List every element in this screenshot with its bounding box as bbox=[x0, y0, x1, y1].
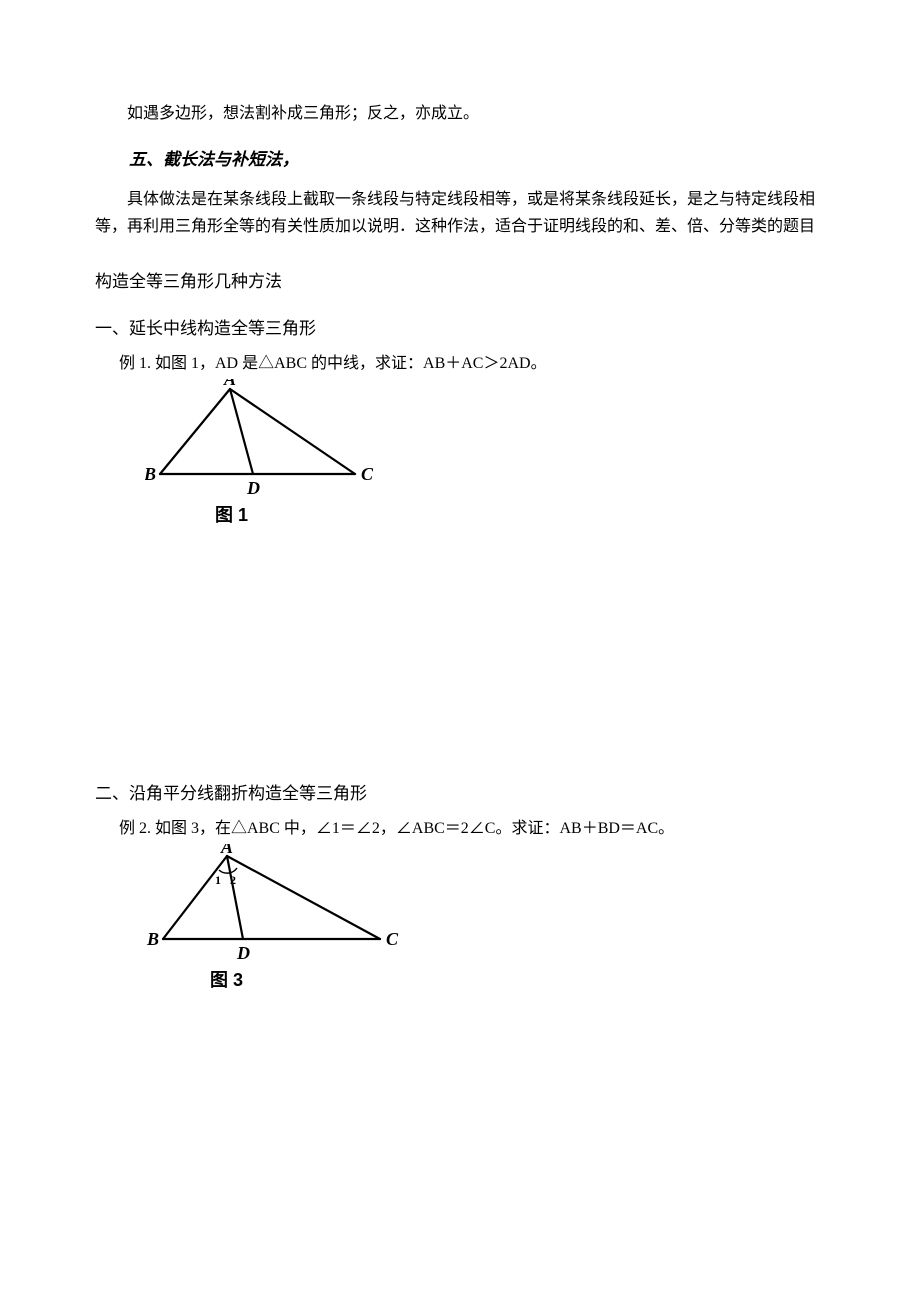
svg-text:1: 1 bbox=[215, 873, 221, 887]
svg-text:D: D bbox=[246, 478, 260, 498]
svg-text:2: 2 bbox=[230, 873, 236, 887]
svg-text:C: C bbox=[386, 929, 399, 949]
svg-text:A: A bbox=[220, 844, 233, 857]
svg-text:D: D bbox=[236, 943, 250, 963]
method2-example: 例 2. 如图 3，在△ABC 中，∠1＝∠2，∠ABC＝2∠C。求证：AB＋B… bbox=[95, 814, 825, 838]
svg-text:B: B bbox=[146, 929, 159, 949]
method1-example: 例 1. 如图 1，AD 是△ABC 的中线，求证：AB＋AC＞2AD。 bbox=[95, 349, 825, 373]
page: 如遇多边形，想法割补成三角形；反之，亦成立。 五、截长法与补短法， 具体做法是在… bbox=[0, 0, 920, 1052]
figure-3: A B C D 12 图 3 bbox=[145, 844, 825, 992]
svg-text:A: A bbox=[223, 379, 236, 389]
figure-3-svg: A B C D 12 bbox=[145, 844, 405, 964]
methods-heading: 构造全等三角形几种方法 bbox=[95, 267, 825, 292]
method2-heading: 二、沿角平分线翻折构造全等三角形 bbox=[95, 779, 825, 804]
figure-3-caption: 图 3 bbox=[210, 966, 825, 992]
figure-1: A B C D 图 1 bbox=[145, 379, 825, 527]
method1-heading: 一、延长中线构造全等三角形 bbox=[95, 314, 825, 339]
figure-1-caption: 图 1 bbox=[215, 501, 825, 527]
svg-text:C: C bbox=[361, 464, 374, 484]
svg-text:B: B bbox=[145, 464, 156, 484]
spacer bbox=[95, 527, 825, 757]
section5-title: 五、截长法与补短法， bbox=[95, 145, 825, 170]
section5-body: 具体做法是在某条线段上截取一条线段与特定线段相等，或是将某条线段延长，是之与特定… bbox=[95, 186, 825, 240]
intro-line: 如遇多边形，想法割补成三角形；反之，亦成立。 bbox=[95, 100, 825, 127]
figure-1-svg: A B C D bbox=[145, 379, 375, 499]
